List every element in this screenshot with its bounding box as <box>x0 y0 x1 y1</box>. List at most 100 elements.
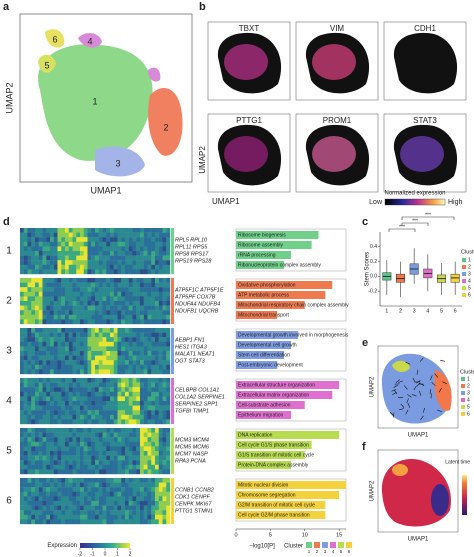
heatmap-cell <box>140 282 144 288</box>
heatmap-cell <box>162 310 167 315</box>
heatmap-cell <box>80 310 84 315</box>
heatmap-cell <box>20 364 24 370</box>
heatmap-cell <box>132 378 137 383</box>
heatmap-cell <box>61 228 66 233</box>
heatmap-cell <box>166 437 171 442</box>
heatmap-cell <box>143 369 148 375</box>
heatmap-cell <box>151 451 156 456</box>
heatmap-cell <box>166 332 171 338</box>
heatmap-cell <box>87 301 92 306</box>
heatmap-cell <box>158 346 163 352</box>
heatmap-cell <box>136 396 141 402</box>
cluster-bar <box>171 428 174 474</box>
heatmap-cell <box>83 464 88 470</box>
heatmap-cell <box>72 410 77 415</box>
heatmap-cell <box>83 396 88 402</box>
heatmap-cell <box>117 382 122 388</box>
heatmap-cell <box>132 296 137 302</box>
heatmap-cell <box>132 496 137 502</box>
heatmap-cell <box>27 260 32 265</box>
heatmap-cell <box>42 360 47 365</box>
heatmap-cell <box>65 410 69 415</box>
term-label: Developmental cell growth <box>238 342 297 348</box>
heatmap-cell <box>128 255 133 261</box>
heatmap-cell <box>23 478 28 483</box>
heatmap-cell <box>87 405 92 411</box>
heatmap-cell <box>155 237 159 242</box>
heatmap-cell <box>128 455 133 461</box>
group-frame <box>235 428 347 472</box>
heatmap-cell <box>136 346 141 352</box>
heatmap-cell <box>128 278 133 283</box>
heatmap-cell <box>117 319 122 325</box>
heatmap-cell <box>98 428 103 433</box>
heatmap-cell <box>91 478 96 483</box>
heatmap-cell <box>95 514 99 520</box>
heatmap-cell <box>143 232 148 238</box>
heatmap-cell <box>61 351 66 356</box>
heatmap-cell <box>57 446 62 452</box>
heatmap-cell <box>155 428 159 433</box>
heatmap-cell <box>91 501 96 506</box>
heatmap-cell <box>23 446 28 452</box>
heatmap-cell <box>162 301 167 306</box>
heatmap-cell <box>91 432 96 438</box>
heatmap-cell <box>68 391 73 397</box>
cluster-label: 3 <box>6 346 12 357</box>
heatmap-cell <box>102 241 107 247</box>
heatmap-cell <box>98 455 103 461</box>
heatmap-cell <box>121 269 126 275</box>
heatmap-cell <box>35 228 39 233</box>
heatmap-cell <box>113 260 118 265</box>
heatmap-cell <box>35 496 39 502</box>
heatmap-cell <box>27 401 32 406</box>
heatmap-cell <box>53 296 58 302</box>
heatmap-cell <box>53 287 58 292</box>
heatmap-cell <box>87 460 92 465</box>
heatmap-cell <box>155 287 159 292</box>
heatmap-cell <box>136 328 141 333</box>
heatmap-cell <box>23 428 28 433</box>
heatmap-cell <box>166 441 171 447</box>
heatmap-cell <box>46 237 51 242</box>
heatmap-cell <box>46 332 51 338</box>
heatmap-cell <box>20 501 24 506</box>
heatmap-cell <box>128 469 133 475</box>
heatmap-cell <box>113 478 118 483</box>
heatmap-cell <box>102 269 107 275</box>
heatmap-cell <box>102 355 107 361</box>
heatmap-cell <box>143 501 148 506</box>
heatmap-cell <box>158 332 163 338</box>
heatmap-cell <box>83 314 88 320</box>
heatmap-cell <box>132 391 137 397</box>
heatmap-cell <box>158 255 163 261</box>
heatmap-cell <box>162 332 167 338</box>
heatmap-cell <box>166 278 171 283</box>
heatmap-cell <box>46 341 51 347</box>
heatmap-cell <box>110 319 114 325</box>
heatmap-cell <box>162 519 167 525</box>
heatmap-cell <box>155 296 159 302</box>
heatmap-cell <box>162 391 167 397</box>
heatmap-cell <box>35 469 39 475</box>
heatmap-cell <box>162 396 167 402</box>
heatmap-cell <box>162 251 167 256</box>
heatmap-cell <box>35 282 39 288</box>
heatmap-cell <box>42 469 47 475</box>
heatmap-cell <box>76 319 81 325</box>
heatmap-cell <box>162 228 167 233</box>
gene-names: CCNB1 CCNB2 <box>175 487 214 493</box>
heatmap-cell <box>125 378 129 383</box>
heatmap-cell <box>110 419 114 425</box>
heatmap-cell <box>128 391 133 397</box>
heatmap-cell <box>35 341 39 347</box>
heatmap-cell <box>91 305 96 311</box>
gene-names: RPA3 PCNA <box>175 458 206 464</box>
heatmap-cell <box>38 401 43 406</box>
heatmap-cell <box>42 355 47 361</box>
heatmap-cell <box>102 451 107 456</box>
heatmap-cell <box>147 364 152 370</box>
heatmap-cell <box>166 505 171 511</box>
heatmap-cell <box>166 455 171 461</box>
velocity-arrow <box>422 407 426 413</box>
